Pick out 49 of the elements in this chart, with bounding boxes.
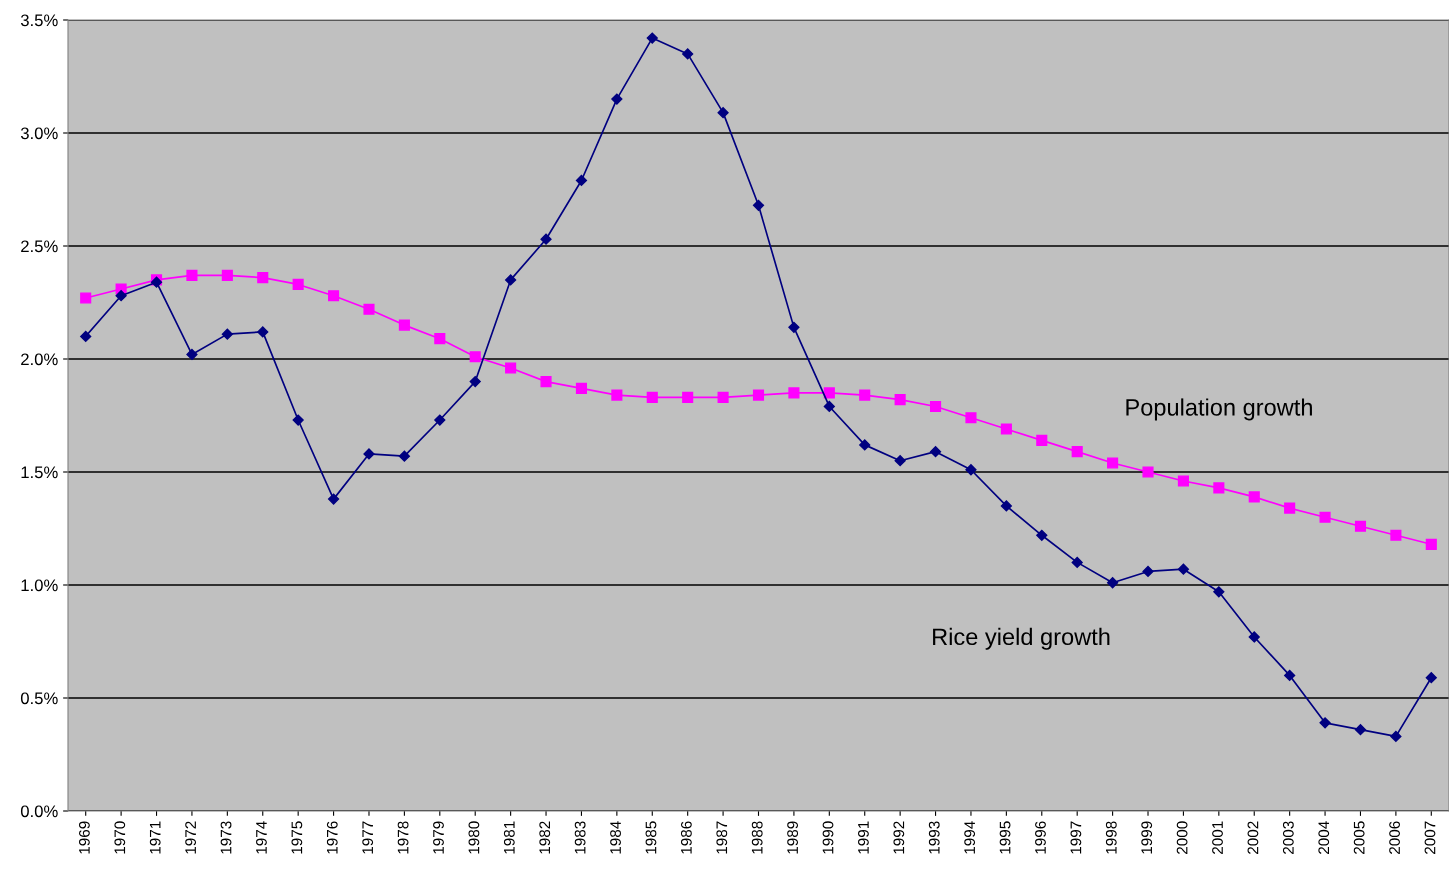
y-tick-label: 1.0% [21,579,58,592]
x-tick-label: 1978 [397,821,409,854]
x-tick-label: 2007 [1424,821,1436,854]
y-tick-label: 1.5% [21,466,58,479]
x-tick-label: 2000 [1176,821,1188,854]
x-tick-label: 1969 [78,821,90,854]
x-tick-label: 1999 [1141,821,1153,854]
x-tick-label: 1995 [999,821,1011,854]
x-tick-label: 1970 [114,821,126,854]
x-tick-label: 1981 [503,821,515,854]
x-tick-label: 1976 [326,821,338,854]
y-tick-label: 2.5% [21,240,58,253]
x-tick-label: 2002 [1247,821,1259,854]
x-tick-label: 1997 [1070,821,1082,854]
x-tick-label: 1986 [680,821,692,854]
x-tick-label: 1990 [822,821,834,854]
x-tick-label: 1994 [964,821,976,854]
x-tick-label: 1977 [362,821,374,854]
x-tick-label: 2001 [1212,821,1223,854]
x-tick-label: 1996 [1035,821,1046,854]
x-tick-label: 1971 [149,821,161,854]
y-tick-label: 0.0% [20,805,58,818]
x-tick-label: 1983 [574,821,586,854]
x-tick-label: 1973 [220,821,232,854]
x-tick-label: 1998 [1105,821,1117,854]
x-tick-label: 1975 [291,821,303,854]
x-tick-label: 1992 [893,821,905,854]
x-tick-label: 1972 [185,821,197,854]
x-tick-label: 1993 [928,821,940,854]
x-tick-label: 2003 [1282,821,1294,854]
y-tick-label: 0.5% [20,692,58,705]
x-tick-label: 1988 [751,821,763,854]
x-tick-label: 1982 [539,821,551,854]
y-tick-label: 3.5% [20,14,58,27]
series-label: Rice yield growth [933,627,1110,650]
x-tick-label: 1984 [610,821,621,854]
x-tick-label: 1979 [433,821,444,854]
y-tick-label: 3.0% [20,127,58,140]
x-tick-label: 1989 [787,821,799,854]
x-tick-label: 2005 [1353,821,1365,854]
x-tick-label: 1974 [256,821,267,854]
x-tick-label: 2004 [1318,821,1330,854]
x-tick-label: 2006 [1389,821,1400,854]
x-tick-label: 1991 [858,821,869,854]
x-tick-label: 1980 [468,821,480,854]
y-tick-label: 2.0% [21,353,58,366]
series-label: Population growth [1126,398,1312,421]
x-tick-label: 1987 [716,821,728,854]
x-tick-label: 1985 [645,821,657,854]
